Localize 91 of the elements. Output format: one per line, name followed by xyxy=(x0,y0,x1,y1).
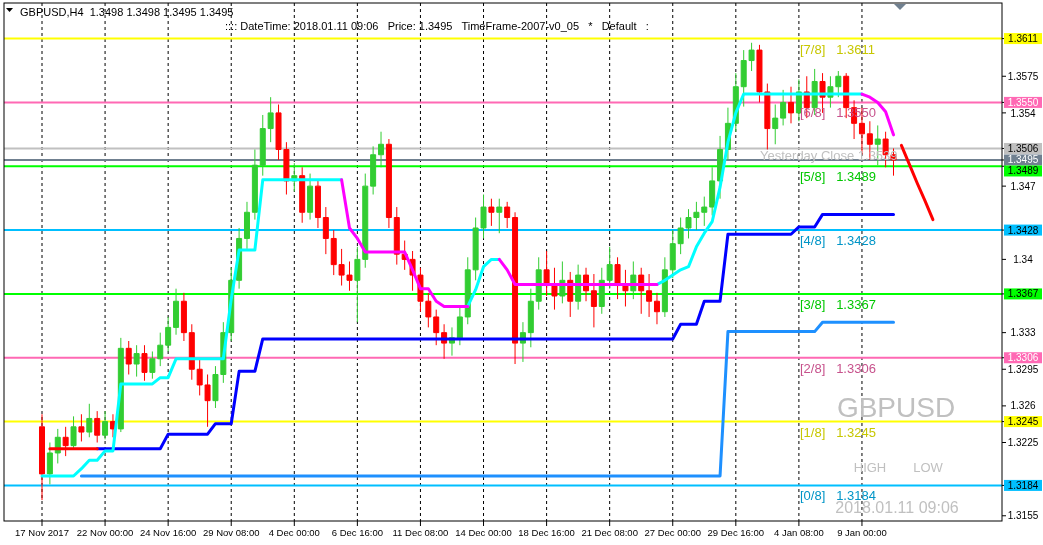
y-tick-label: 1.347 xyxy=(1010,180,1036,192)
y-tick-label: 1.3611 xyxy=(1008,33,1039,45)
candlestick xyxy=(496,198,503,234)
candlestick xyxy=(307,173,314,221)
candlestick xyxy=(173,288,180,336)
candlestick xyxy=(606,246,613,290)
candlestick xyxy=(188,323,195,381)
x-tick-label: 4 Dec 00:00 xyxy=(268,527,320,538)
candlestick xyxy=(165,316,172,352)
candlestick xyxy=(141,344,148,382)
candlestick xyxy=(39,413,45,501)
candlestick xyxy=(653,292,660,325)
candlestick xyxy=(378,131,385,168)
candlestick xyxy=(709,166,716,216)
candlestick xyxy=(370,145,377,195)
y-tick-label: 1.333 xyxy=(1010,327,1036,339)
candlestick xyxy=(512,211,519,365)
y-tick-label: 1.326 xyxy=(1010,400,1036,412)
candlestick xyxy=(622,269,629,307)
candlestick xyxy=(772,104,779,145)
x-tick-label: 17 Nov 2017 xyxy=(15,527,69,538)
candlestick xyxy=(180,292,187,342)
candlestick xyxy=(251,149,258,221)
x-tick-label: 18 Dec 16:00 xyxy=(518,527,575,538)
ref-line-label: [2/8] 1.3306 xyxy=(800,360,876,376)
candlestick xyxy=(94,410,101,444)
y-tick-label: 1.3575 xyxy=(1007,70,1039,82)
candlestick xyxy=(590,273,597,328)
text: :::: DateTime: 2018.01.11 09:06 Price: 1.3495 TimeFrame-2007-v0_05 * Default : xyxy=(225,20,649,32)
candlestick xyxy=(551,267,558,311)
y-tick-label: 1.3495 xyxy=(1007,154,1039,166)
candlestick xyxy=(322,206,329,255)
candlestick xyxy=(598,267,605,315)
y-tick-label: 1.3550 xyxy=(1007,96,1039,108)
candlestick xyxy=(385,138,392,229)
candlestick xyxy=(788,86,795,124)
y-tick-label: 1.3295 xyxy=(1007,363,1039,375)
candlestick xyxy=(46,442,53,485)
candlestick xyxy=(299,166,306,224)
candlestick xyxy=(646,273,653,318)
ref-line-label: [1/8] 1.3245 xyxy=(800,424,876,440)
y-tick-label: 1.3489 xyxy=(1007,165,1039,177)
x-tick-label: 27 Dec 00:00 xyxy=(644,527,701,538)
candlestick xyxy=(78,413,85,442)
annotation: HIGH xyxy=(853,460,887,475)
candlestick xyxy=(102,410,109,440)
y-tick-label: 1.3225 xyxy=(1007,437,1039,449)
annotation: 2018.01.11 09:06 xyxy=(835,499,959,516)
candlestick xyxy=(433,309,440,346)
candlestick xyxy=(456,305,463,346)
y-tick-label: 1.3184 xyxy=(1007,479,1039,491)
x-tick-label: 21 Dec 08:00 xyxy=(581,527,638,538)
x-tick-label: 29 Nov 08:00 xyxy=(202,527,260,538)
x-tick-label: 9 Jan 00:00 xyxy=(837,527,887,538)
ref-line-label: [5/8] 1.3489 xyxy=(800,169,876,185)
y-tick-label: 1.3428 xyxy=(1007,224,1039,236)
annotation: GBPUSD xyxy=(836,392,956,423)
candlestick xyxy=(535,256,542,311)
candlestick xyxy=(661,256,668,318)
candlestick xyxy=(393,206,400,266)
y-tick-label: 1.3245 xyxy=(1007,416,1039,428)
line-series xyxy=(899,143,935,222)
candlestick xyxy=(780,89,787,126)
candlestick xyxy=(86,403,93,438)
x-tick-label: 6 Dec 16:00 xyxy=(331,527,383,538)
candlestick xyxy=(125,340,132,375)
x-tick-label: 11 Dec 08:00 xyxy=(392,527,449,538)
candlestick xyxy=(314,179,321,229)
y-tick-label: 1.354 xyxy=(1010,107,1036,119)
candlestick xyxy=(527,288,534,348)
x-tick-label: 24 Nov 16:00 xyxy=(139,527,197,538)
y-tick-label: 1.34 xyxy=(1013,253,1034,265)
annotation: LOW xyxy=(913,460,944,475)
x-tick-label: 14 Dec 00:00 xyxy=(455,527,512,538)
y-tick-label: 1.3155 xyxy=(1007,510,1039,522)
ref-line-label: [4/8] 1.3428 xyxy=(800,233,876,249)
chart-title: GBPUSD,H4 1.3498 1.3498 1.3495 1.3495 xyxy=(20,6,234,18)
candlestick xyxy=(488,198,495,227)
candlestick xyxy=(575,264,582,311)
x-tick-label: 22 Nov 00:00 xyxy=(76,527,134,538)
ref-line-label: [7/8] 1.3611 xyxy=(800,41,875,57)
candlestick xyxy=(504,201,511,229)
ref-line-label: [3/8] 1.3367 xyxy=(800,296,876,312)
x-tick-label: 29 Dec 16:00 xyxy=(707,527,765,538)
y-tick-label: 1.3506 xyxy=(1007,142,1039,154)
candlestick xyxy=(109,413,116,438)
candlestick xyxy=(133,344,140,378)
y-tick-label: 1.3367 xyxy=(1007,288,1039,300)
candlestick xyxy=(243,201,250,250)
y-tick-label: 1.3306 xyxy=(1007,352,1039,364)
x-tick-label: 4 Jan 08:00 xyxy=(774,527,824,538)
